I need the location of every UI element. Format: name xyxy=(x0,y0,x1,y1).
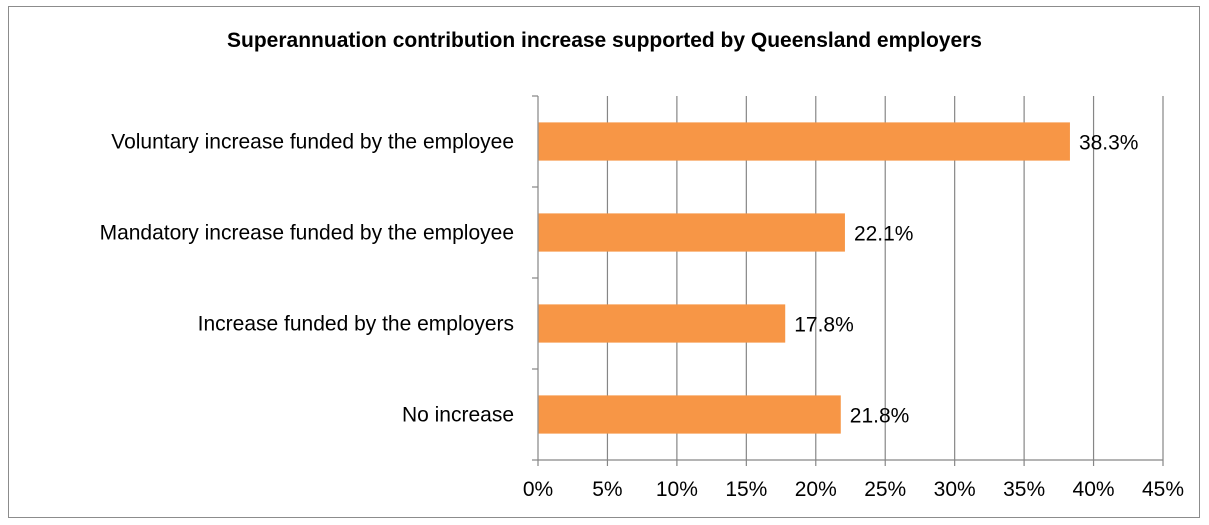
category-label: Increase funded by the employers xyxy=(198,313,514,336)
chart-title: Superannuation contribution increase sup… xyxy=(227,29,982,52)
x-tick-label: 30% xyxy=(934,478,976,501)
x-tick-label: 35% xyxy=(1003,478,1045,501)
x-tick-label: 0% xyxy=(523,478,553,501)
category-label: No increase xyxy=(402,404,514,427)
bars xyxy=(538,122,1070,434)
data-label: 22.1% xyxy=(854,223,914,246)
x-tick-label: 10% xyxy=(656,478,698,501)
bar xyxy=(538,122,1070,161)
x-tick-label: 25% xyxy=(864,478,906,501)
labels: 0% 5% 10% 15% 20% 25% 30% 35% 40% 45% Voluntary in… xyxy=(100,131,1184,502)
bar xyxy=(538,213,845,252)
data-label: 21.8% xyxy=(850,405,910,428)
axes xyxy=(532,95,1164,466)
bar xyxy=(538,395,841,434)
data-label: 17.8% xyxy=(794,314,854,337)
x-tick-label: 15% xyxy=(725,478,767,501)
category-label: Mandatory increase funded by the employe… xyxy=(100,222,514,245)
x-tick-label: 20% xyxy=(795,478,837,501)
data-label: 38.3% xyxy=(1079,132,1139,155)
x-tick-label: 5% xyxy=(592,478,622,501)
bar xyxy=(538,304,786,343)
x-tick-label: 40% xyxy=(1073,478,1115,501)
x-tick-label: 45% xyxy=(1142,478,1184,501)
category-label: Voluntary increase funded by the employe… xyxy=(111,131,514,154)
